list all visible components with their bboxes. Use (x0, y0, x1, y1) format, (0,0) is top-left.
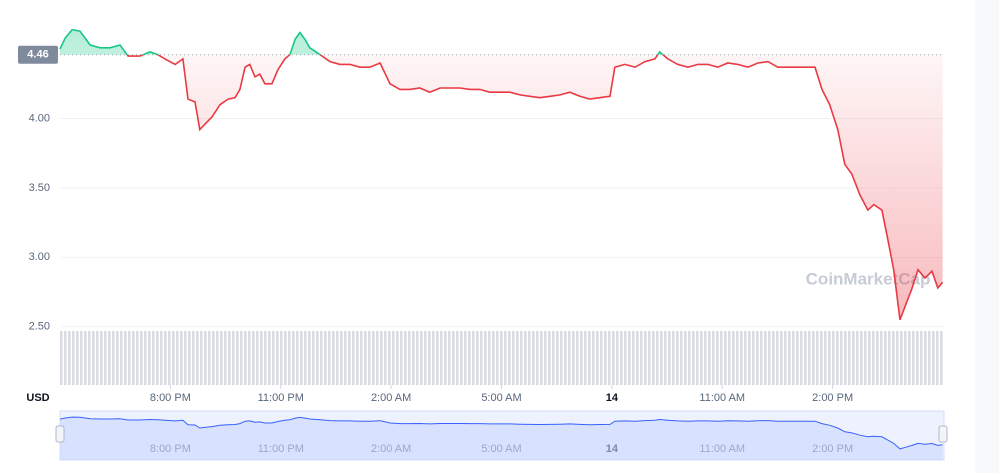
x-tick-label: 2:00 PM (812, 392, 853, 404)
navigator-line (59, 416, 943, 450)
navigator-area (60, 417, 943, 460)
x-tick-label: 8:00 PM (150, 392, 191, 404)
y-tick-label: 4.00 (29, 112, 50, 124)
navigator-handle (938, 425, 948, 443)
area-below (127, 54, 943, 320)
y-tick-label: 2.50 (29, 321, 50, 333)
x-tick-label: 11:00 PM (258, 392, 304, 404)
x-tick-label: 14 (606, 392, 619, 404)
y-tick-label: 3.00 (29, 251, 50, 263)
side-panel (975, 0, 999, 473)
x-tick-label: 5:00 AM (481, 392, 521, 404)
x-tick-label: 2:00 AM (371, 392, 411, 404)
y-tick-label: 3.50 (29, 182, 50, 194)
volume-bars (60, 331, 944, 385)
currency-label: USD (26, 392, 49, 404)
baseline-label: 4.46 (27, 49, 48, 61)
baseline-label-box (18, 45, 58, 64)
navigator-handle (55, 425, 65, 443)
x-tick-label: 11:00 AM (699, 392, 745, 404)
price-line-below (126, 54, 944, 321)
